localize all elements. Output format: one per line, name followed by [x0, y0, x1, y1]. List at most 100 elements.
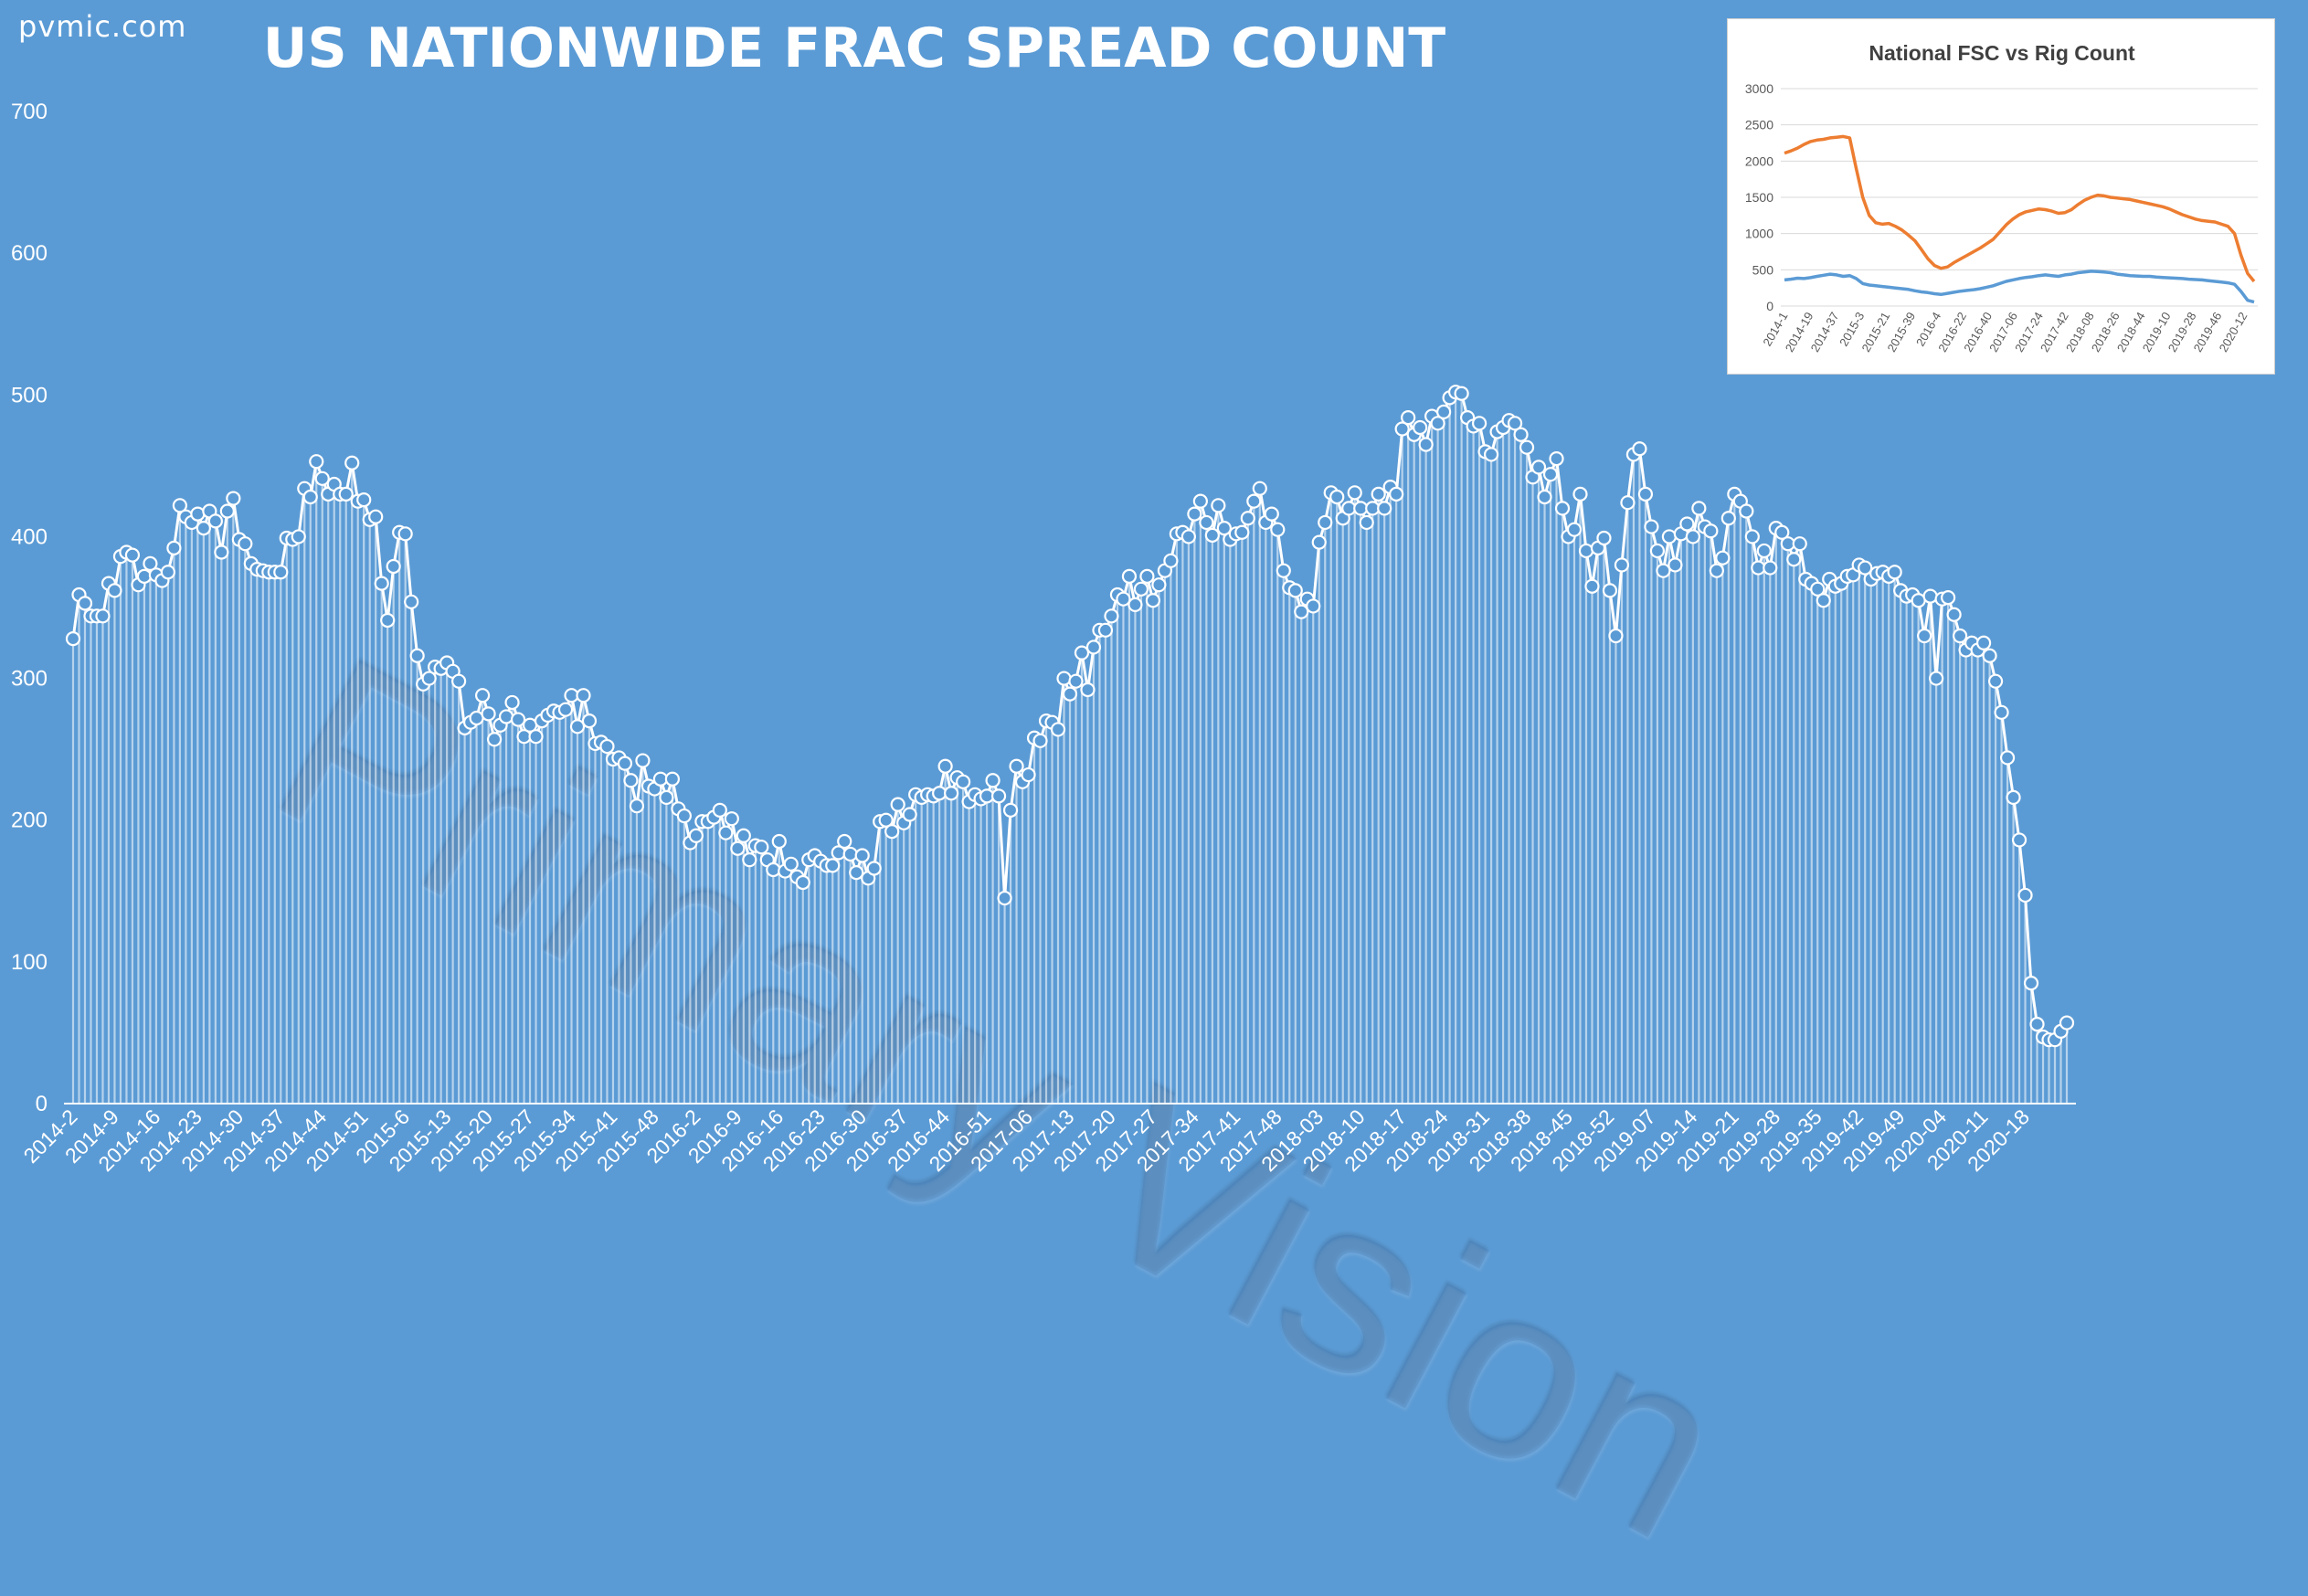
data-point-327	[2006, 789, 2021, 805]
data-point-128	[825, 858, 841, 873]
data-point-291	[1792, 536, 1807, 552]
data-point-56	[397, 526, 413, 542]
data-point-197	[1234, 524, 1250, 540]
data-point-58	[409, 648, 425, 663]
data-point-47	[344, 455, 360, 470]
data-point-73	[498, 709, 514, 724]
data-point-74	[504, 694, 520, 711]
series-markers	[65, 385, 2075, 1048]
data-point-46	[338, 486, 354, 502]
data-point-41	[309, 454, 324, 470]
data-point-123	[795, 874, 810, 891]
data-point-18	[172, 498, 187, 513]
data-point-49	[356, 491, 372, 508]
y-tick-100: 100	[11, 950, 48, 975]
data-point-166	[1050, 722, 1066, 737]
main-chart-stems	[71, 392, 2069, 1104]
data-point-225	[1401, 410, 1416, 426]
data-point-130	[837, 833, 852, 850]
data-point-51	[368, 509, 384, 524]
data-point-253	[1566, 522, 1583, 537]
data-point-198	[1240, 511, 1255, 526]
data-point-38	[291, 529, 306, 544]
data-point-114	[742, 852, 757, 868]
data-point-258	[1596, 530, 1612, 546]
data-point-71	[486, 732, 503, 747]
data-point-331	[2029, 1017, 2045, 1032]
data-point-83	[557, 702, 574, 717]
data-point-21	[190, 506, 206, 522]
data-point-105	[688, 828, 704, 843]
data-point-75	[510, 712, 526, 727]
data-point-259	[1602, 583, 1618, 598]
data-point-159	[1009, 758, 1024, 774]
data-point-221	[1377, 501, 1392, 516]
data-point-273	[1685, 529, 1700, 544]
data-point-244	[1513, 427, 1529, 442]
inset-y-tick-2500: 2500	[1745, 118, 1773, 132]
data-point-52	[374, 576, 389, 591]
data-point-175	[1104, 608, 1119, 624]
data-point-35	[273, 565, 289, 580]
data-point-330	[2023, 976, 2039, 991]
data-point-181	[1139, 568, 1155, 584]
data-point-278	[1715, 550, 1731, 565]
inset-y-tick-labels: 0 500 1000 1500 2000 2500 3000	[1745, 81, 1773, 313]
data-point-224	[1394, 421, 1410, 437]
data-point-53	[380, 612, 396, 629]
data-point-170	[1074, 645, 1090, 661]
data-point-282	[1739, 503, 1754, 519]
inset-chart: 0 500 1000 1500 2000 2500 3000 2014-12014-1920…	[1745, 81, 2258, 354]
data-point-163	[1032, 733, 1048, 748]
inset-series-lines	[1784, 134, 2256, 304]
inset-y-tick-1500: 1500	[1745, 190, 1773, 205]
data-point-189	[1187, 506, 1202, 522]
data-point-262	[1620, 495, 1636, 511]
data-point-264	[1632, 441, 1647, 457]
inset-gridlines	[1781, 88, 2258, 307]
data-point-101	[664, 771, 680, 787]
data-point-42	[314, 470, 330, 486]
data-point-111	[724, 811, 739, 827]
data-point-318	[1953, 628, 1968, 644]
data-point-250	[1549, 451, 1564, 467]
y-tick-700: 700	[11, 100, 48, 124]
data-point-312	[1917, 628, 1932, 644]
data-point-194	[1216, 521, 1232, 536]
data-point-119	[771, 833, 787, 850]
inset-series-line-0	[1784, 134, 2256, 283]
data-point-269	[1661, 529, 1677, 544]
data-point-326	[1999, 750, 2016, 766]
data-point-193	[1211, 498, 1226, 513]
data-point-206	[1287, 583, 1303, 598]
data-point-27	[226, 491, 241, 506]
data-point-87	[581, 713, 598, 729]
data-point-137	[878, 812, 894, 828]
data-point-294	[1810, 581, 1826, 597]
data-point-70	[481, 706, 496, 722]
data-point-26	[219, 503, 235, 519]
data-point-180	[1133, 581, 1149, 597]
data-point-213	[1329, 489, 1345, 505]
data-point-17	[166, 540, 182, 555]
data-point-172	[1085, 639, 1102, 655]
inset-y-tick-1000: 1000	[1745, 227, 1773, 241]
data-point-223	[1389, 486, 1404, 502]
data-point-239	[1483, 447, 1499, 462]
data-point-199	[1246, 493, 1262, 509]
data-point-179	[1128, 597, 1143, 612]
data-point-251	[1554, 501, 1571, 516]
inset-x-tick-labels: 2014-12014-192014-372015-32015-212015-39…	[1760, 310, 2250, 354]
data-point-54	[386, 558, 401, 575]
data-point-302	[1858, 560, 1873, 576]
data-point-25	[214, 544, 229, 560]
data-point-336	[2059, 1015, 2075, 1031]
data-point-230	[1430, 416, 1445, 431]
data-point-168	[1062, 686, 1078, 702]
data-point-218	[1359, 514, 1374, 531]
inset-y-tick-3000: 3000	[1745, 81, 1773, 96]
data-point-10	[124, 547, 141, 563]
data-point-200	[1252, 481, 1267, 496]
data-point-207	[1294, 604, 1309, 619]
data-point-16	[160, 565, 176, 580]
